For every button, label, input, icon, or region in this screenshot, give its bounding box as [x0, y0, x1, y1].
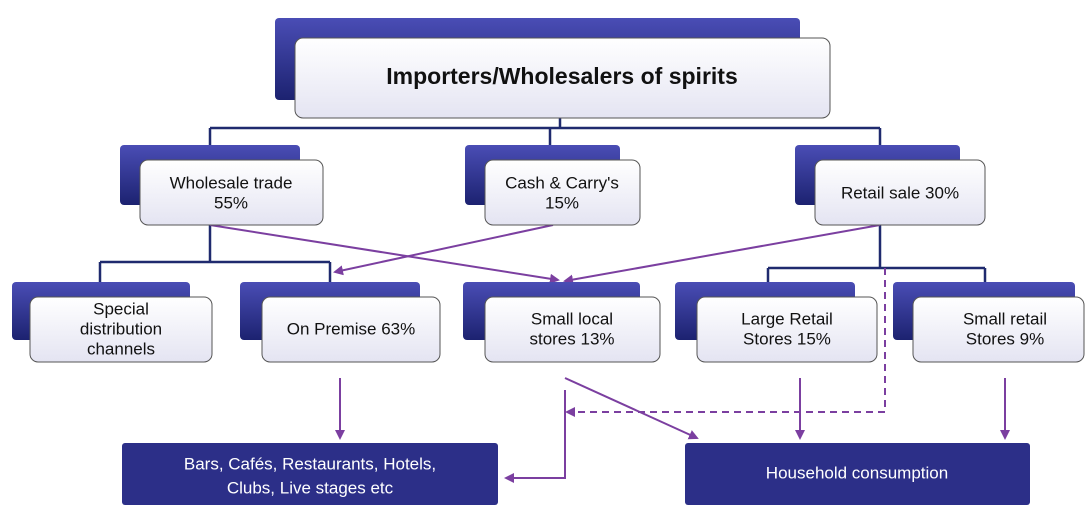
node-label: Clubs, Live stages etc [227, 478, 394, 497]
node-label: Small local [531, 309, 613, 328]
node-label: Household consumption [766, 463, 948, 482]
node: Retail sale 30% [795, 145, 986, 226]
node: Large Retail Stores 15% [675, 282, 878, 363]
node: On Premise 63% [240, 282, 441, 363]
node: Small local stores 13% [463, 282, 661, 363]
node-label: Large Retail [741, 309, 833, 328]
node-label: Special [93, 299, 149, 318]
node-top: Importers/Wholesalers of spirits [275, 18, 831, 119]
node-bottom: Bars, Cafés, Restaurants, Hotels, Clubs,… [122, 443, 498, 505]
connectors [98, 118, 987, 282]
node-label: Small retail [963, 309, 1047, 328]
node-label: 55% [214, 193, 248, 212]
node-bottom: Household consumption [685, 443, 1030, 505]
node: Special distribution channels [12, 282, 213, 363]
node-label: Bars, Cafés, Restaurants, Hotels, [184, 454, 436, 473]
node-label: stores 13% [529, 329, 614, 348]
arrows [209, 224, 1010, 483]
node: Wholesale trade 55% [120, 145, 324, 226]
node: Small retail Stores 9% [893, 282, 1085, 363]
node-label: Stores 9% [966, 329, 1044, 348]
node-label: 15% [545, 193, 579, 212]
node: Cash & Carry's 15% [465, 145, 641, 226]
node-label: channels [87, 339, 155, 358]
node-label: Wholesale trade [170, 173, 293, 192]
node-label: distribution [80, 319, 162, 338]
node-label: Cash & Carry's [505, 173, 619, 192]
node-label: Stores 15% [743, 329, 831, 348]
node-label: On Premise 63% [287, 319, 416, 338]
node-label: Importers/Wholesalers of spirits [386, 63, 737, 89]
node-label: Retail sale 30% [841, 183, 959, 202]
